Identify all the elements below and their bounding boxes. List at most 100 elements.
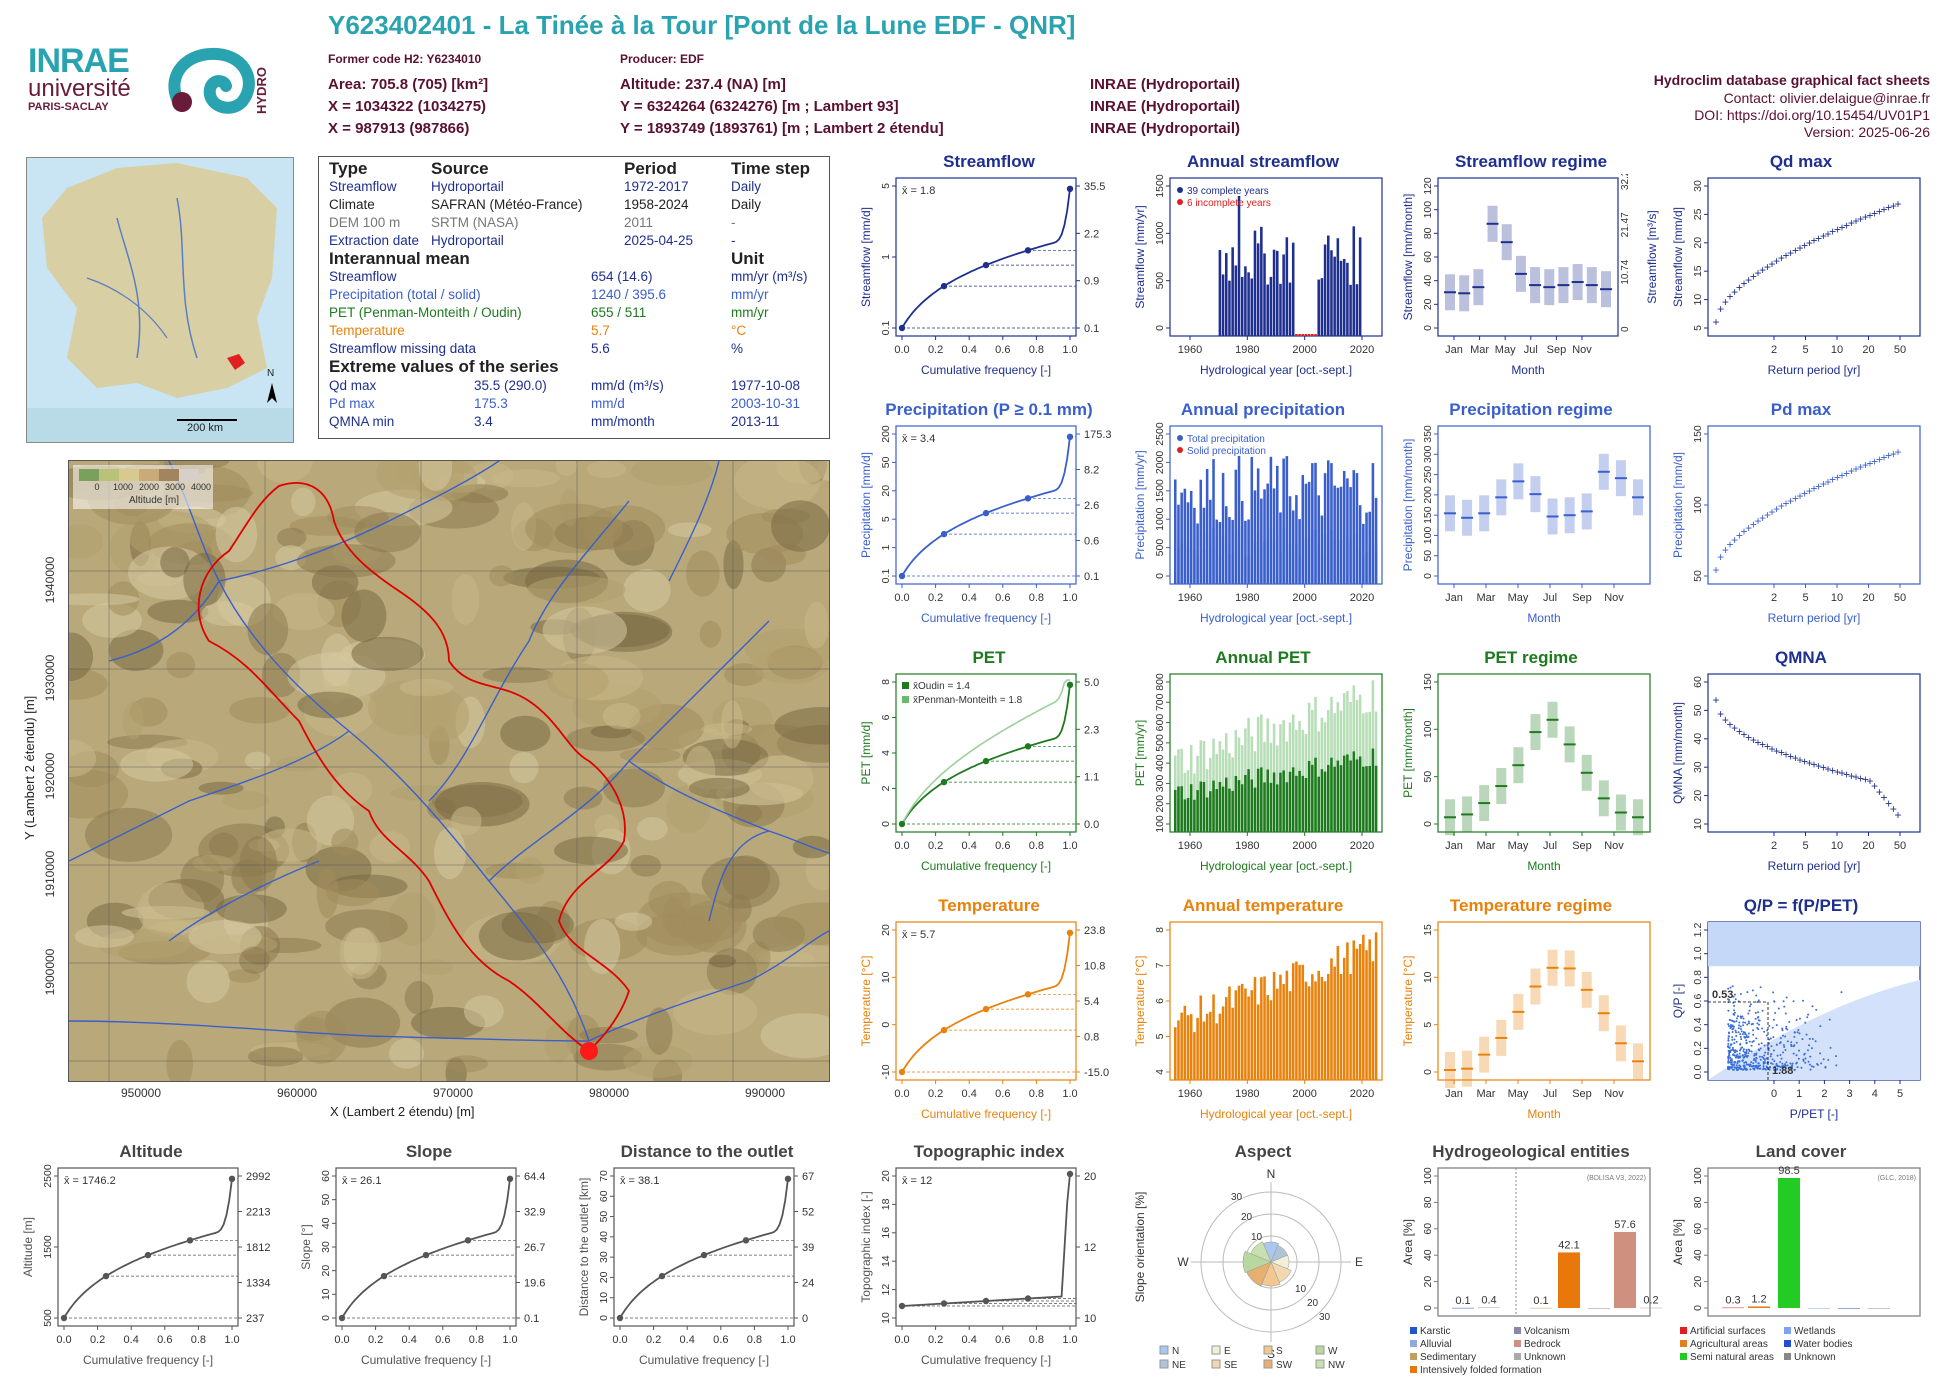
scatter-point xyxy=(1752,1062,1755,1065)
scatter-point: + xyxy=(1876,204,1883,218)
terrain-shade xyxy=(276,527,307,548)
scatter-point xyxy=(1735,1017,1738,1020)
right-tick-label: 0.1 xyxy=(1084,571,1099,583)
bar xyxy=(1282,254,1285,336)
chart-title: Qd max xyxy=(1769,152,1833,171)
scatter-point xyxy=(1727,1037,1730,1040)
bar xyxy=(1346,262,1349,336)
mean-label: x̄ = 1.8 xyxy=(902,185,935,197)
bar xyxy=(1307,334,1311,336)
chart-title: PET regime xyxy=(1484,648,1578,667)
terrain-shade xyxy=(805,848,829,891)
bar xyxy=(1336,487,1340,584)
ring-label: 10 xyxy=(1295,1284,1307,1295)
bar xyxy=(1199,479,1203,584)
terrain-shade xyxy=(463,995,504,1028)
bar xyxy=(1202,507,1206,584)
y-tick-label: 200 xyxy=(1422,486,1434,504)
scatter-point xyxy=(1727,998,1730,1001)
x-tick-label: 1980 xyxy=(1235,344,1259,356)
y-tick-label: 1 xyxy=(880,545,892,551)
bar xyxy=(1295,961,1298,1080)
table-cell: °C xyxy=(731,323,747,338)
table-cell: Pd max xyxy=(329,396,375,411)
scatter-point xyxy=(1793,1035,1796,1038)
y-tick-label: 800 xyxy=(1154,673,1166,691)
scatter-point xyxy=(1748,1063,1751,1066)
scatter-point xyxy=(1741,1059,1744,1062)
scatter-point xyxy=(1735,1031,1738,1034)
bar xyxy=(1304,778,1308,832)
bar xyxy=(1330,958,1333,1080)
y-tick-label: 0.4 xyxy=(1692,1017,1704,1032)
y-tick-label: 50 xyxy=(1692,570,1704,582)
scatter-point: + xyxy=(1787,749,1794,763)
chart-title: Q/P = f(P/PET) xyxy=(1743,896,1859,915)
scatter-point: + xyxy=(1862,773,1869,787)
bar xyxy=(1333,485,1336,584)
terrain-shade xyxy=(662,897,686,938)
x-axis-label: Cumulative frequency [-] xyxy=(361,1353,491,1367)
scatter-point xyxy=(1731,1036,1734,1039)
x-tick-label: 5 xyxy=(1802,344,1808,356)
scatter-point xyxy=(1741,1046,1744,1049)
bar-value-label: 0.1 xyxy=(1533,1295,1548,1307)
bar xyxy=(1276,988,1279,1080)
terrain-shade xyxy=(673,989,758,1035)
bar xyxy=(1177,1020,1180,1080)
ring-label: 20 xyxy=(1241,1212,1253,1223)
x-tick-label: 0.2 xyxy=(928,592,943,604)
x-tick-label: 2000 xyxy=(1292,592,1316,604)
scatter-point xyxy=(1770,1062,1773,1065)
scatter-point xyxy=(1769,1065,1772,1068)
table-cell: Hydroportail xyxy=(431,179,504,194)
scatter-point xyxy=(1814,1040,1817,1043)
scatter-point xyxy=(1759,986,1762,989)
x-tick-label: Nov xyxy=(1604,592,1624,604)
legend-swatch xyxy=(1410,1353,1417,1360)
right-tick-label: -15.0 xyxy=(1084,1067,1109,1079)
scatter-point xyxy=(1733,1038,1736,1041)
table-cell: Climate xyxy=(329,197,375,212)
scatter-point: + xyxy=(1885,796,1892,810)
source-note: (GLC, 2018) xyxy=(1877,1175,1916,1182)
y-tick-label: 0 xyxy=(1692,1305,1704,1311)
scatter-point: + xyxy=(1787,494,1794,508)
x-tick-label: Jul xyxy=(1543,1088,1557,1100)
bar xyxy=(1588,1308,1610,1309)
table-cell: - xyxy=(731,233,736,248)
x-tick-label: 0.4 xyxy=(680,1334,695,1346)
catchment-boundary xyxy=(197,482,630,1053)
right-tick-label: 1334 xyxy=(246,1278,270,1290)
y-tick-label: 1.0 xyxy=(1692,946,1704,961)
scatter-point: + xyxy=(1712,693,1719,707)
direction-label: W xyxy=(1177,1255,1189,1269)
x-tick-label: 0.0 xyxy=(56,1334,71,1346)
legend-label: Water bodies xyxy=(1794,1339,1853,1350)
chart-canvas: 2 5 10 20 50 10 20 30 40 50 60 Return period [yr] QM… xyxy=(1671,673,1921,873)
page-title: Y623402401 - La Tinée à la Tour [Pont de… xyxy=(328,10,1076,40)
y-axis-label: Temperature [°C] xyxy=(1401,956,1415,1047)
right-tick-label: 32.9 xyxy=(524,1207,545,1219)
scatter-point: + xyxy=(1796,489,1803,503)
scatter-point xyxy=(1828,1018,1831,1021)
terrain-shade xyxy=(296,1010,348,1064)
scatter-point xyxy=(1840,991,1843,994)
bar xyxy=(1253,490,1257,584)
chart-precipitation: Precipitation (P ≥ 0.1 mm) 0.0 0.2 0.4 0.6 0.… xyxy=(858,400,1120,638)
scatter-point xyxy=(1765,1065,1768,1068)
right-tick-label: 237 xyxy=(246,1313,264,1325)
bar xyxy=(1269,276,1273,336)
bar xyxy=(1186,502,1190,584)
terrain-shade xyxy=(208,832,239,859)
bar xyxy=(1374,765,1378,832)
bar xyxy=(1266,769,1269,832)
terrain-shade xyxy=(166,1039,194,1081)
x-tick-label: 0.4 xyxy=(962,1334,977,1346)
scatter-point xyxy=(1739,1048,1742,1051)
x-axis-label: Month xyxy=(1527,859,1560,873)
x-tick-label: 0.6 xyxy=(713,1334,728,1346)
x-tick-label: Mar xyxy=(1477,592,1496,604)
y-tick-label: 30 xyxy=(320,1241,332,1253)
chart-title: Aspect xyxy=(1234,1142,1292,1161)
